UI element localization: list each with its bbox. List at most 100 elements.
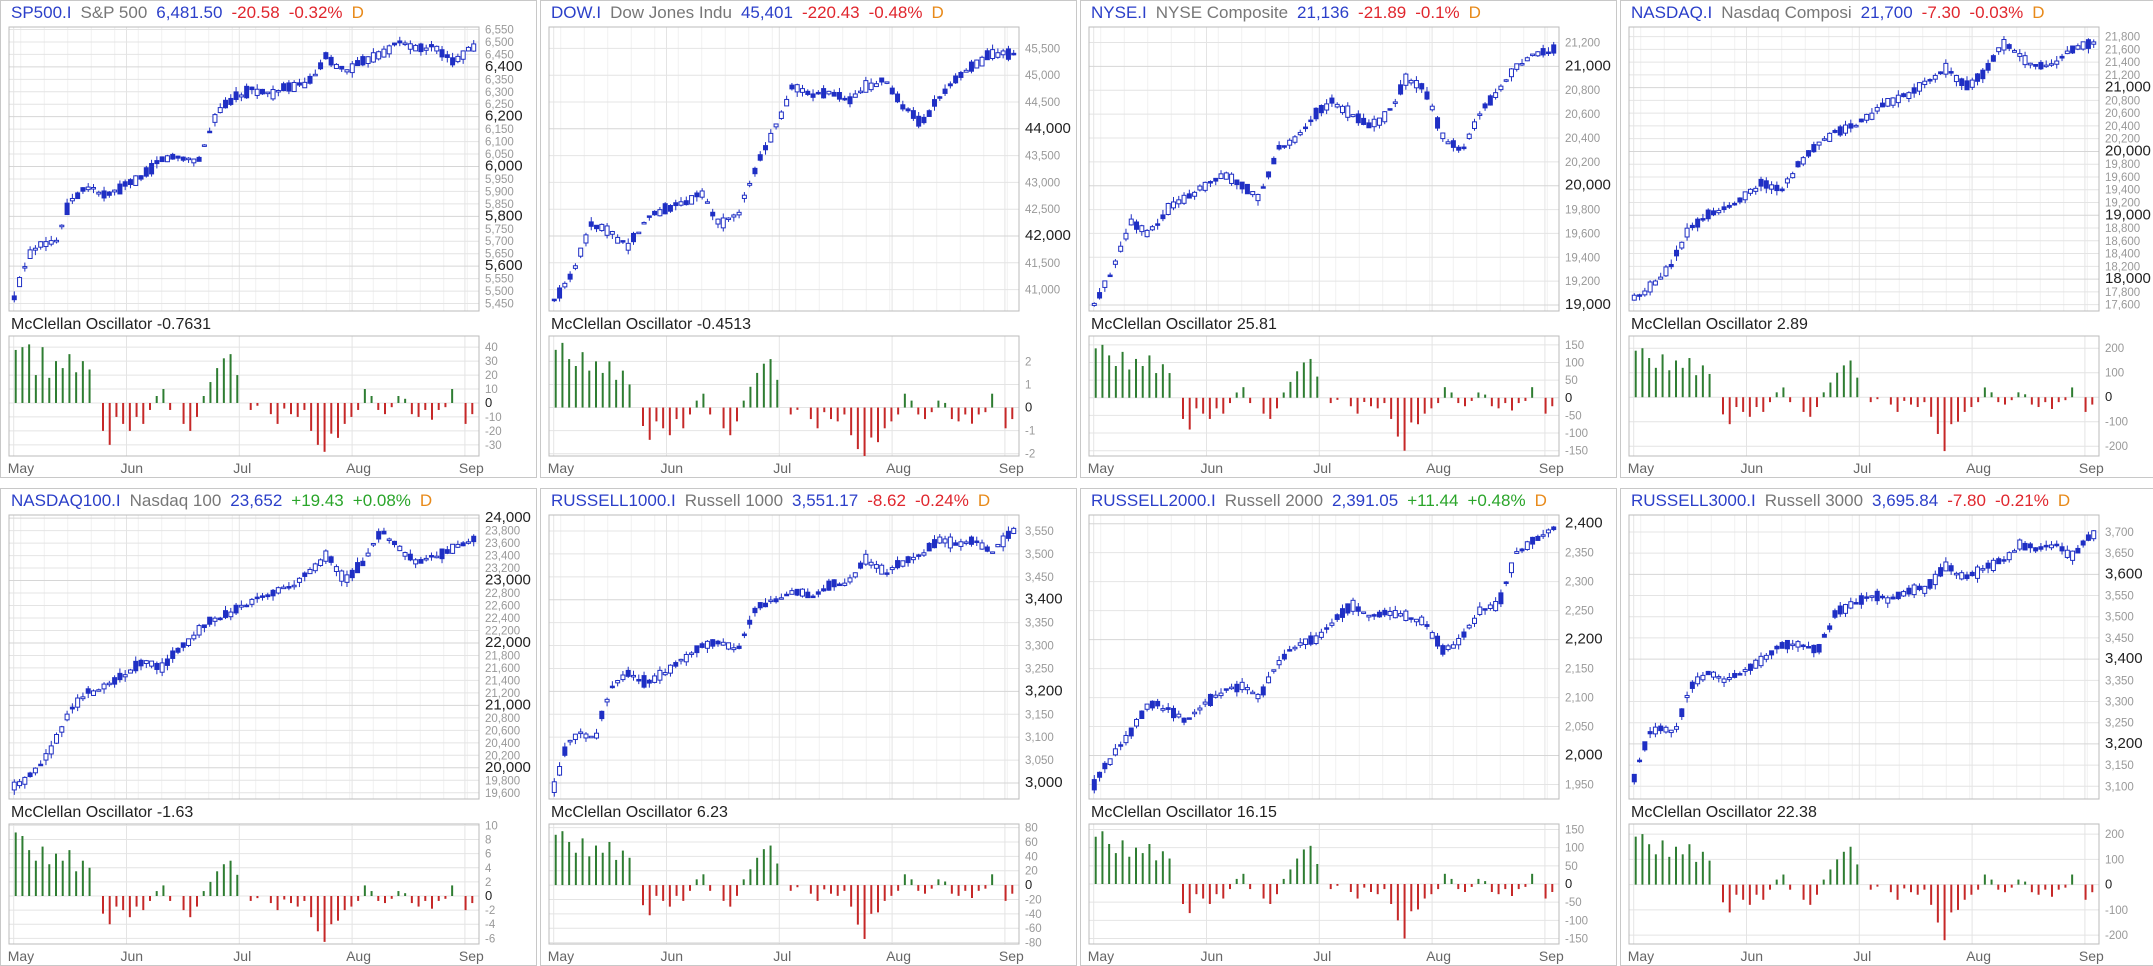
candle-body — [1345, 105, 1351, 118]
candle-body — [1239, 681, 1245, 691]
candle-body — [942, 538, 948, 544]
price-tick-label: 21,400 — [485, 675, 520, 687]
frequency-link[interactable]: D — [2032, 3, 2045, 22]
percent-change: -0.21% — [1994, 491, 2049, 510]
month-label: Aug — [886, 460, 911, 476]
candle-body — [932, 539, 938, 549]
frequency-link[interactable]: D — [2057, 491, 2071, 510]
candle-body — [710, 211, 716, 217]
candle-body — [963, 541, 969, 544]
frequency-link[interactable]: D — [351, 3, 364, 22]
month-label: Jul — [1853, 948, 1871, 964]
candle-body — [831, 91, 837, 97]
symbol-link[interactable]: DOW.I — [551, 3, 602, 22]
chart-header: SP500.I S&P 500 6,481.50 -20.58 -0.32% D — [11, 3, 373, 23]
frequency-link[interactable]: D — [1468, 3, 1481, 22]
candle-body — [1435, 117, 1441, 129]
candle-body — [270, 589, 276, 597]
price-tick-label: 6,450 — [485, 49, 514, 61]
candle-body — [96, 689, 102, 692]
candle-body — [439, 49, 445, 58]
candle-body — [80, 187, 86, 192]
candle-body — [101, 683, 107, 690]
candle-body — [75, 697, 81, 708]
candle-body — [1869, 112, 1875, 120]
month-label: Aug — [1426, 460, 1451, 476]
candle-body — [1170, 201, 1176, 209]
price-tick-label: 3,200 — [1025, 682, 1063, 699]
frequency-link[interactable]: D — [419, 491, 433, 510]
candle-body — [2054, 543, 2060, 547]
candle-body — [1943, 62, 1949, 75]
candle-body — [1281, 145, 1287, 148]
candle-body — [1631, 773, 1637, 783]
symbol-link[interactable]: NASDAQ100.I — [11, 491, 121, 510]
price-tick-label: 2,050 — [1565, 722, 1594, 734]
price-tick-label: 20,000 — [485, 759, 531, 776]
frequency-link[interactable]: D — [931, 3, 944, 22]
candle-body — [1911, 87, 1917, 94]
candle-body — [551, 298, 557, 302]
candle-body — [736, 645, 742, 649]
symbol-link[interactable]: RUSSELL1000.I — [551, 491, 676, 510]
symbol-link[interactable]: RUSSELL3000.I — [1631, 491, 1756, 510]
candle-body — [54, 733, 60, 744]
candle-body — [910, 556, 916, 561]
price-tick-label: 23,400 — [485, 551, 520, 563]
candle-body — [1535, 51, 1541, 57]
month-label: Jul — [233, 948, 251, 964]
chart-svg: 17,60017,80018,00018,20018,40018,60018,8… — [1628, 26, 2151, 476]
symbol-link[interactable]: SP500.I — [11, 3, 72, 22]
candle-body — [101, 190, 107, 199]
candle-body — [1779, 642, 1785, 649]
symbol-link[interactable]: NASDAQ.I — [1631, 3, 1713, 22]
osc-tick-label: -40 — [1025, 909, 1042, 921]
candle-body — [392, 540, 398, 546]
price-tick-label: 20,400 — [485, 738, 520, 750]
candle-body — [323, 550, 329, 562]
month-label: Sep — [459, 460, 484, 476]
symbol-link[interactable]: RUSSELL2000.I — [1091, 491, 1216, 510]
candle-body — [376, 531, 382, 540]
candle-body — [381, 530, 387, 535]
frequency-link[interactable]: D — [1534, 491, 1547, 510]
candle-body — [1197, 185, 1203, 191]
last-price: 23,652 — [230, 491, 283, 510]
candle-body — [1959, 78, 1965, 86]
candle-body — [794, 588, 800, 596]
symbol-link[interactable]: NYSE.I — [1091, 3, 1147, 22]
candle-body — [1197, 707, 1203, 711]
candle-body — [1658, 276, 1664, 280]
month-label: Jun — [121, 948, 144, 964]
candle-body — [1308, 635, 1314, 645]
candle-body — [990, 551, 996, 554]
candle-body — [1816, 644, 1822, 653]
candle-body — [1906, 92, 1912, 100]
candle-body — [1514, 63, 1520, 70]
candle-body — [1996, 47, 2002, 53]
month-label: May — [1088, 460, 1114, 476]
candle-body — [1895, 591, 1901, 600]
candle-body — [1139, 225, 1145, 233]
candle-body — [159, 156, 165, 163]
candle-body — [1737, 197, 1743, 203]
frequency-link[interactable]: D — [977, 491, 991, 510]
candle-body — [127, 179, 133, 186]
index-name: S&P 500 — [80, 3, 148, 22]
price-frame — [8, 514, 480, 800]
candle-body — [328, 56, 334, 66]
candle-body — [2059, 55, 2065, 59]
price-tick-label: 21,200 — [1565, 38, 1600, 50]
candle-body — [905, 108, 911, 112]
price-tick-label: 43,500 — [1025, 151, 1060, 163]
candle-body — [641, 221, 647, 225]
price-tick-label: 3,350 — [1025, 618, 1054, 630]
price-tick-label: 2,400 — [1565, 515, 1603, 532]
candle-body — [615, 680, 621, 684]
price-tick-label: 21,600 — [485, 663, 520, 675]
price-tick-label: 19,000 — [1565, 296, 1611, 313]
osc-tick-label: 0 — [2105, 877, 2112, 892]
candle-body — [1482, 103, 1488, 109]
price-tick-label: 5,600 — [485, 257, 523, 274]
price-tick-label: 2,250 — [1565, 606, 1594, 618]
